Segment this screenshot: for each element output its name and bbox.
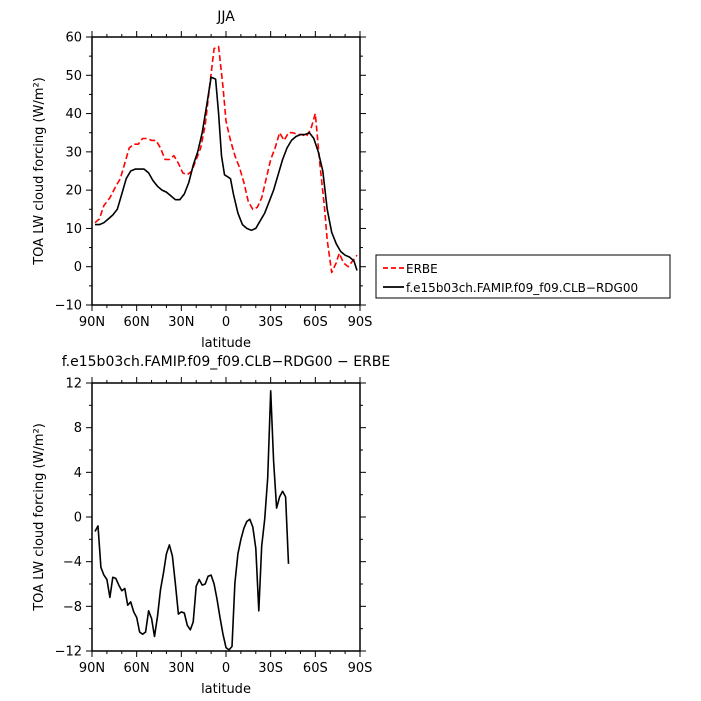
top-series-line-0 [94, 45, 358, 274]
legend-box [375, 254, 671, 299]
bottom-x-axis-label: latitude [201, 682, 251, 697]
bottom-plot-frame [91, 382, 361, 652]
bottom-y-tick-label: 4 [74, 466, 82, 481]
top-x-tick-label: 60N [124, 315, 150, 330]
top-plot-area: 90N 60N 30N 0 30S 60S 90S −10 0 10 20 30 40 50 60 [55, 31, 373, 331]
top-chart-panel: JJA 90N 60N 30N 0 30S 60S 90S−100102030405060 … [32, 9, 372, 351]
legend-label-model: f.e15b03ch.FAMIP.f09_f09.CLB−RDG00 [406, 281, 638, 295]
top-y-tick-label: 20 [65, 184, 82, 199]
bottom-series-line-0 [94, 390, 290, 651]
top-series-line-1 [95, 76, 358, 271]
bottom-x-tick-label: 30S [258, 661, 283, 676]
bottom-chart-panel: f.e15b03ch.FAMIP.f09_f09.CLB−RDG00 − ERB… [32, 354, 390, 697]
top-y-tick-label: 50 [65, 69, 82, 84]
bottom-y-tick-label: −4 [63, 555, 82, 570]
top-x-tick-label: 30S [258, 315, 283, 330]
legend-label-erbe: ERBE [406, 262, 438, 276]
top-x-axis-label: latitude [201, 336, 251, 351]
bottom-x-tick-label: 60S [303, 661, 328, 676]
bottom-x-tick-label: 90N [79, 661, 105, 676]
top-y-tick-label: 0 [74, 260, 82, 275]
legend: ERBE f.e15b03ch.FAMIP.f09_f09.CLB−RDG00 [375, 254, 671, 299]
top-y-tick-label: 30 [65, 145, 82, 160]
top-x-tick-label: 0 [222, 315, 230, 330]
bottom-plot-area: 90N 60N 30N 0 30S 60S 90S −12 −8 −4 0 4 8 12 [55, 377, 373, 677]
top-y-tick-label: −10 [55, 299, 82, 314]
top-x-tick-label: 90N [79, 315, 105, 330]
top-y-tick-label: 60 [65, 31, 82, 46]
top-x-tick-label: 90S [348, 315, 373, 330]
bottom-x-tick-label: 60N [124, 661, 150, 676]
top-x-tick-label: 30N [168, 315, 194, 330]
bottom-x-tick-label: 30N [168, 661, 194, 676]
bottom-y-tick-label: 8 [74, 421, 82, 436]
bottom-y-axis-label: TOA LW cloud forcing (W/m²) [32, 423, 47, 612]
bottom-y-tick-label: −8 [63, 600, 82, 615]
bottom-x-tick-label: 0 [222, 661, 230, 676]
bottom-y-tick-label: 0 [74, 511, 82, 526]
top-chart-title: JJA [216, 9, 235, 25]
top-y-tick-label: 10 [65, 222, 82, 237]
top-x-tick-label: 60S [303, 315, 328, 330]
bottom-y-tick-label: −12 [55, 645, 82, 660]
bottom-x-tick-label: 90S [348, 661, 373, 676]
top-y-tick-label: 40 [65, 107, 82, 122]
bottom-chart-title: f.e15b03ch.FAMIP.f09_f09.CLB−RDG00 − ERB… [62, 354, 390, 370]
top-y-axis-label: TOA LW cloud forcing (W/m²) [32, 77, 47, 266]
bottom-y-tick-label: 12 [65, 377, 82, 392]
